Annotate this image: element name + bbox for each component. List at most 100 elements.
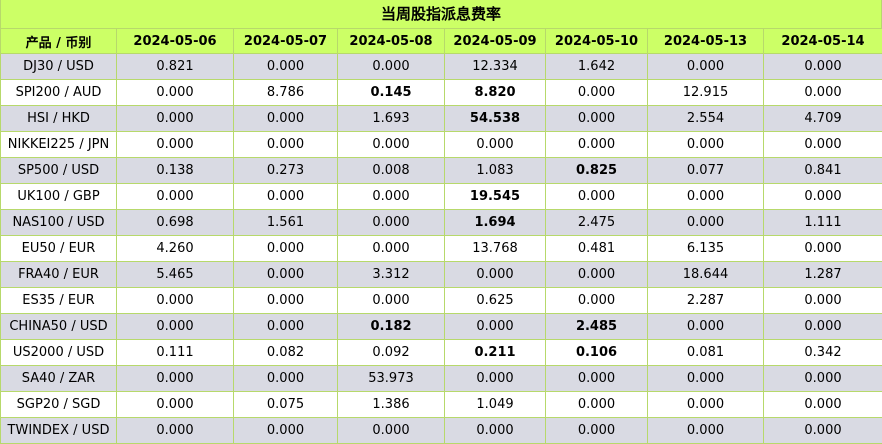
rate-cell: 0.000 xyxy=(445,366,546,392)
rate-cell: 0.211 xyxy=(445,340,546,366)
header-date: 2024-05-07 xyxy=(234,29,338,54)
header-date: 2024-05-13 xyxy=(648,29,764,54)
rate-cell: 0.000 xyxy=(445,418,546,444)
rate-cell: 0.145 xyxy=(338,80,445,106)
product-cell: SPI200 / AUD xyxy=(1,80,117,106)
product-cell: HSI / HKD xyxy=(1,106,117,132)
rate-cell: 0.273 xyxy=(234,158,338,184)
rate-cell: 0.000 xyxy=(546,418,648,444)
rate-cell: 0.081 xyxy=(648,340,764,366)
rate-cell: 1.083 xyxy=(445,158,546,184)
rate-cell: 0.000 xyxy=(764,80,882,106)
rate-cell: 12.915 xyxy=(648,80,764,106)
product-cell: SA40 / ZAR xyxy=(1,366,117,392)
rate-cell: 0.075 xyxy=(234,392,338,418)
rate-cell: 0.000 xyxy=(338,184,445,210)
rate-cell: 0.000 xyxy=(117,106,234,132)
product-cell: CHINA50 / USD xyxy=(1,314,117,340)
rate-cell: 0.000 xyxy=(648,418,764,444)
header-date: 2024-05-10 xyxy=(546,29,648,54)
rate-cell: 13.768 xyxy=(445,236,546,262)
rate-cell: 0.000 xyxy=(338,418,445,444)
rate-cell: 0.082 xyxy=(234,340,338,366)
rate-cell: 0.000 xyxy=(234,54,338,80)
rate-cell: 0.342 xyxy=(764,340,882,366)
rate-cell: 0.000 xyxy=(648,366,764,392)
rate-cell: 0.000 xyxy=(234,366,338,392)
header-row: 产品 / 币别 2024-05-06 2024-05-07 2024-05-08… xyxy=(1,29,882,54)
rate-cell: 0.000 xyxy=(764,288,882,314)
product-cell: SP500 / USD xyxy=(1,158,117,184)
rate-cell: 0.182 xyxy=(338,314,445,340)
product-cell: UK100 / GBP xyxy=(1,184,117,210)
rate-cell: 0.000 xyxy=(117,366,234,392)
rate-cell: 0.008 xyxy=(338,158,445,184)
rate-cell: 0.000 xyxy=(338,54,445,80)
rate-cell: 18.644 xyxy=(648,262,764,288)
rate-cell: 0.138 xyxy=(117,158,234,184)
rate-cell: 1.561 xyxy=(234,210,338,236)
rate-cell: 0.000 xyxy=(546,184,648,210)
rate-cell: 2.485 xyxy=(546,314,648,340)
rate-cell: 0.000 xyxy=(234,262,338,288)
rate-cell: 0.825 xyxy=(546,158,648,184)
rate-cell: 0.000 xyxy=(117,80,234,106)
dividend-rate-table: 产品 / 币别 2024-05-06 2024-05-07 2024-05-08… xyxy=(0,28,882,444)
rate-cell: 0.000 xyxy=(234,106,338,132)
rate-cell: 0.077 xyxy=(648,158,764,184)
rate-cell: 0.000 xyxy=(764,418,882,444)
rate-cell: 0.106 xyxy=(546,340,648,366)
header-date: 2024-05-09 xyxy=(445,29,546,54)
rate-cell: 0.000 xyxy=(546,106,648,132)
rate-cell: 0.000 xyxy=(234,132,338,158)
rate-cell: 0.000 xyxy=(648,132,764,158)
rate-cell: 0.000 xyxy=(764,366,882,392)
rate-cell: 0.000 xyxy=(648,392,764,418)
rate-cell: 0.000 xyxy=(648,184,764,210)
header-product: 产品 / 币别 xyxy=(1,29,117,54)
rate-cell: 0.000 xyxy=(117,314,234,340)
rate-cell: 53.973 xyxy=(338,366,445,392)
rate-cell: 0.000 xyxy=(546,288,648,314)
rate-cell: 2.287 xyxy=(648,288,764,314)
rate-cell: 0.000 xyxy=(764,314,882,340)
rate-cell: 0.000 xyxy=(546,132,648,158)
rate-cell: 0.000 xyxy=(546,80,648,106)
rate-cell: 1.287 xyxy=(764,262,882,288)
rate-cell: 0.000 xyxy=(445,262,546,288)
rate-cell: 4.260 xyxy=(117,236,234,262)
rate-cell: 0.000 xyxy=(764,184,882,210)
rate-cell: 8.820 xyxy=(445,80,546,106)
rate-cell: 1.694 xyxy=(445,210,546,236)
rate-cell: 0.000 xyxy=(445,314,546,340)
rate-cell: 0.000 xyxy=(764,236,882,262)
rate-cell: 1.049 xyxy=(445,392,546,418)
rate-cell: 0.000 xyxy=(117,184,234,210)
rate-cell: 19.545 xyxy=(445,184,546,210)
rate-cell: 0.000 xyxy=(338,236,445,262)
rate-cell: 0.000 xyxy=(546,366,648,392)
rate-cell: 0.000 xyxy=(234,314,338,340)
rate-cell: 0.000 xyxy=(338,288,445,314)
rate-cell: 0.000 xyxy=(234,418,338,444)
rate-cell: 0.000 xyxy=(117,288,234,314)
rate-cell: 5.465 xyxy=(117,262,234,288)
product-cell: NIKKEI225 / JPN xyxy=(1,132,117,158)
product-cell: FRA40 / EUR xyxy=(1,262,117,288)
rate-cell: 1.642 xyxy=(546,54,648,80)
rate-cell: 0.000 xyxy=(338,210,445,236)
header-date: 2024-05-14 xyxy=(764,29,882,54)
product-cell: EU50 / EUR xyxy=(1,236,117,262)
rate-cell: 0.000 xyxy=(117,418,234,444)
product-cell: SGP20 / SGD xyxy=(1,392,117,418)
rate-cell: 0.000 xyxy=(234,288,338,314)
